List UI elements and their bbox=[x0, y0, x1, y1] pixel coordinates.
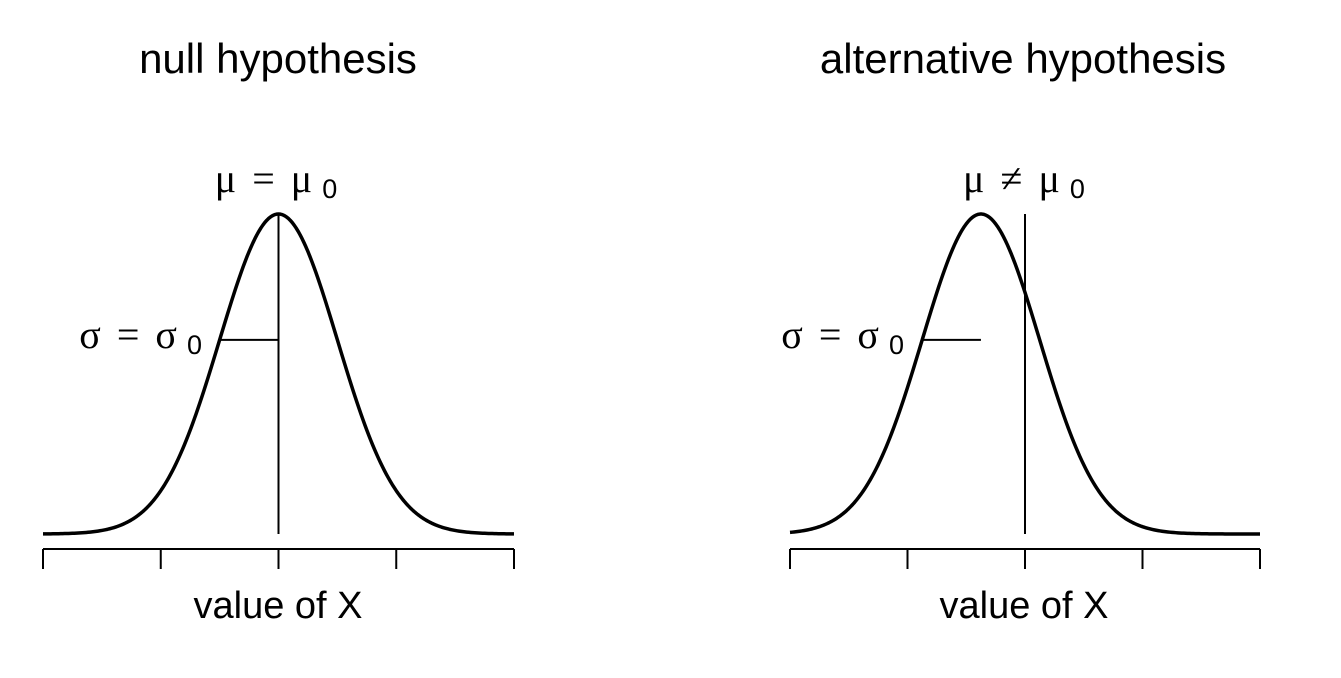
sd-annotation: σ = σ 0 bbox=[79, 312, 202, 360]
mean-reference: μ bbox=[291, 156, 312, 201]
panel-null: null hypothesis μ = μ 0 σ = σ 0 value of… bbox=[42, 35, 515, 627]
mean-reference: μ bbox=[1038, 156, 1059, 201]
mean-symbol: μ bbox=[215, 156, 236, 201]
x-axis-label: value of X bbox=[194, 585, 363, 627]
sd-symbol: σ bbox=[781, 312, 803, 357]
mean-annotation: μ = μ 0 bbox=[215, 156, 338, 204]
mean-subscript: 0 bbox=[1070, 174, 1085, 204]
panel-alternative: alternative hypothesis μ ≠ μ 0 σ = σ 0 v… bbox=[781, 35, 1261, 627]
mean-relation: = bbox=[252, 156, 275, 201]
panel-title: alternative hypothesis bbox=[820, 35, 1226, 82]
mean-annotation: μ ≠ μ 0 bbox=[963, 156, 1085, 204]
sd-relation: = bbox=[819, 312, 842, 357]
mean-symbol: μ bbox=[963, 156, 984, 201]
mean-subscript: 0 bbox=[322, 174, 337, 204]
mean-relation: ≠ bbox=[1001, 156, 1023, 201]
sd-reference: σ bbox=[857, 312, 879, 357]
sd-subscript: 0 bbox=[187, 330, 202, 360]
sd-reference: σ bbox=[155, 312, 177, 357]
sd-symbol: σ bbox=[79, 312, 101, 357]
sd-relation: = bbox=[117, 312, 140, 357]
panel-title: null hypothesis bbox=[139, 35, 417, 82]
sd-subscript: 0 bbox=[889, 330, 904, 360]
x-axis-label: value of X bbox=[940, 585, 1109, 627]
sd-annotation: σ = σ 0 bbox=[781, 312, 904, 360]
